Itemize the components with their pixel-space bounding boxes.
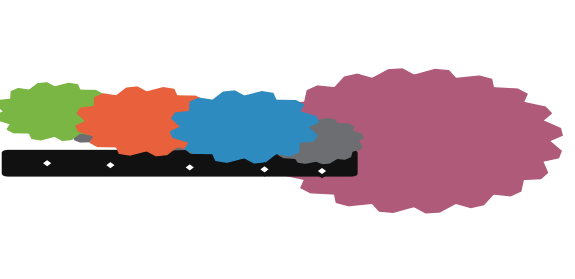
Polygon shape [255,162,274,177]
Polygon shape [37,156,57,170]
Polygon shape [279,75,549,206]
Polygon shape [266,69,562,213]
Polygon shape [86,92,207,151]
Polygon shape [318,168,326,174]
Polygon shape [63,107,141,145]
Polygon shape [69,110,136,142]
Polygon shape [106,162,114,168]
Polygon shape [101,158,120,172]
Polygon shape [155,112,239,153]
Polygon shape [312,164,332,178]
Polygon shape [181,96,308,158]
Polygon shape [4,87,105,136]
Polygon shape [186,164,194,170]
Polygon shape [76,87,217,156]
Polygon shape [43,160,51,166]
Polygon shape [0,83,114,140]
Polygon shape [180,160,200,175]
Polygon shape [260,166,269,172]
Polygon shape [270,118,363,163]
Polygon shape [275,121,358,161]
Polygon shape [170,91,319,163]
Polygon shape [161,115,233,150]
FancyBboxPatch shape [2,150,358,177]
